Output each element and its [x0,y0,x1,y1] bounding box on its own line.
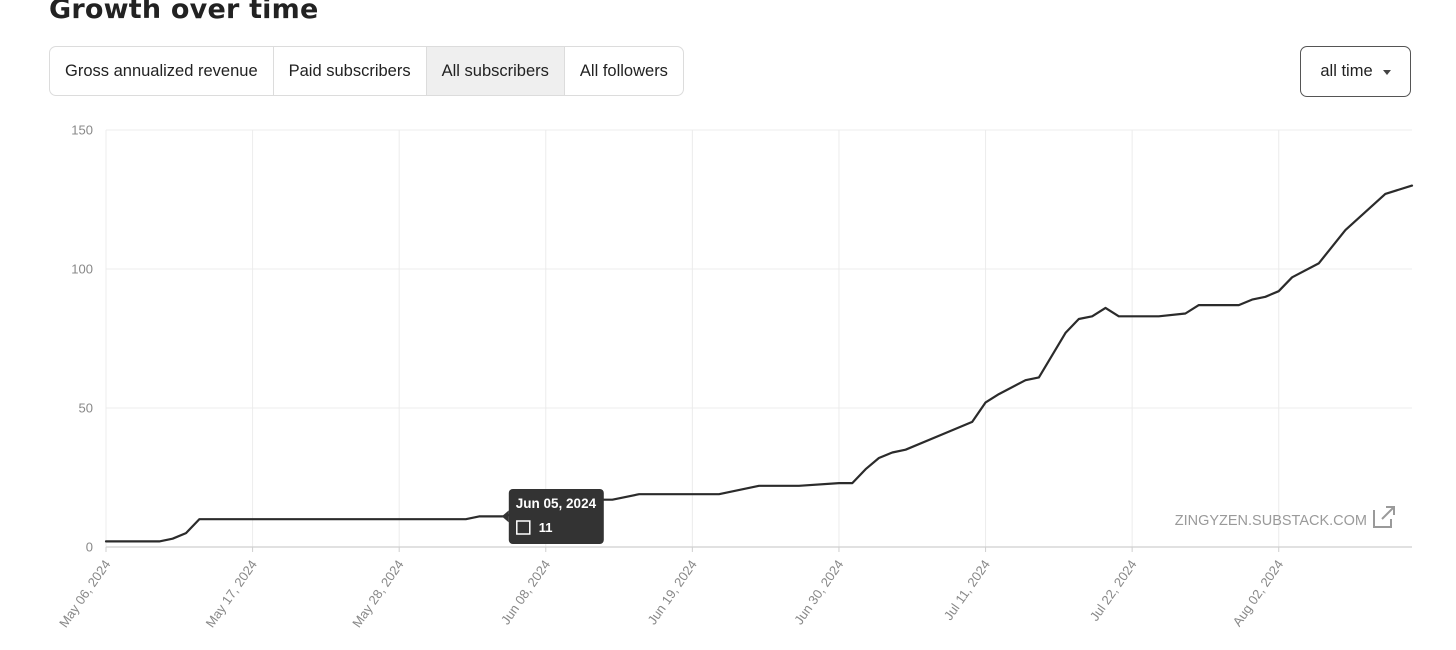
watermark[interactable]: ZINGYZEN.SUBSTACK.COM [1175,506,1395,529]
x-tick-label: May 17, 2024 [203,557,260,630]
series-line-0 [104,184,1414,543]
caret-down-icon [1382,69,1391,75]
x-tick-label: Jul 11, 2024 [941,557,993,623]
y-tick-label: 150 [71,123,93,138]
x-tick-label: Aug 02, 2024 [1230,557,1287,629]
x-tick-label: May 28, 2024 [349,557,406,630]
tooltip-value: 11 [539,520,553,535]
x-tick-label: Jul 22, 2024 [1087,557,1140,624]
time-range-select[interactable]: all time [1300,46,1411,97]
y-tick-label: 100 [71,262,93,277]
x-tick-label: Jun 08, 2024 [498,557,553,627]
tooltip-background [508,489,604,544]
y-tick-label: 50 [79,401,93,416]
tab-paid-subscribers[interactable]: Paid subscribers [274,47,427,95]
tooltip-swatch [516,520,531,535]
y-tick-label: 0 [86,540,93,555]
external-link-icon[interactable] [1373,506,1395,528]
page-title: Growth over time [49,0,319,25]
chart-grid [105,129,1412,552]
watermark-text[interactable]: ZINGYZEN.SUBSTACK.COM [1175,513,1367,529]
x-axis: May 06, 2024 May 17, 2024 May 28, 2024 Jun … [56,557,1286,630]
tab-all-subscribers[interactable]: All subscribers [426,47,565,95]
tooltip-date: Jun 05, 2024 [516,496,597,511]
tab-gross-annualized-revenue[interactable]: Gross annualized revenue [50,47,274,95]
tab-all-followers[interactable]: All followers [579,61,668,80]
time-range-value: all time [1320,62,1373,80]
metric-tabs: Gross annualized revenue Paid subscriber… [49,46,684,96]
y-axis: 0 50 100 150 [71,123,93,555]
data-tooltip: Jun 05, 2024 11 [501,489,604,544]
x-tick-label: May 06, 2024 [56,557,113,630]
tooltip-arrow [501,510,509,523]
series-layer [104,184,1414,543]
x-tick-label: Jun 30, 2024 [791,557,846,627]
x-tick-label: Jun 19, 2024 [644,557,699,627]
